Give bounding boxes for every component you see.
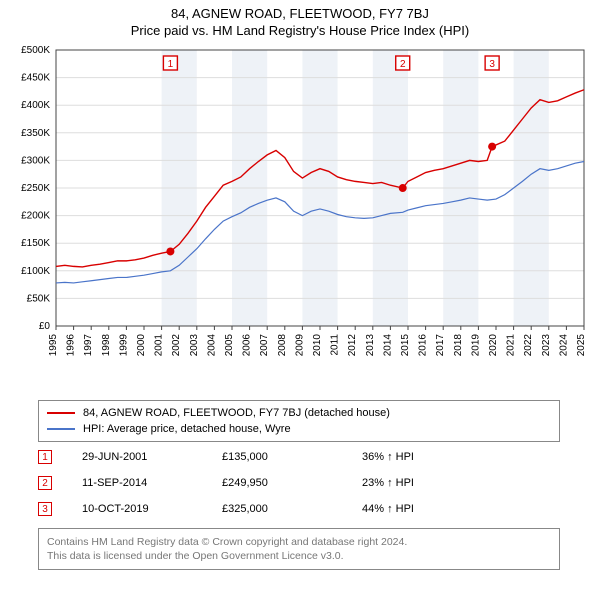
legend-label: HPI: Average price, detached house, Wyre [83, 423, 291, 435]
svg-text:2023: 2023 [541, 334, 552, 357]
svg-text:2022: 2022 [523, 334, 534, 357]
svg-text:2012: 2012 [347, 334, 358, 357]
sale-marker-icon: 2 [38, 476, 52, 490]
sale-price: £249,950 [222, 477, 362, 489]
sale-diff: 23% ↑ HPI [362, 477, 502, 489]
svg-text:1996: 1996 [66, 334, 77, 357]
table-row: 3 10-OCT-2019 £325,000 44% ↑ HPI [38, 496, 560, 522]
svg-text:2002: 2002 [171, 334, 182, 357]
svg-text:2: 2 [400, 59, 406, 70]
svg-text:2017: 2017 [435, 334, 446, 357]
table-row: 1 29-JUN-2001 £135,000 36% ↑ HPI [38, 444, 560, 470]
svg-text:2016: 2016 [418, 334, 429, 357]
svg-text:£200K: £200K [21, 211, 50, 222]
svg-text:2005: 2005 [224, 334, 235, 357]
sales-table: 1 29-JUN-2001 £135,000 36% ↑ HPI 2 11-SE… [38, 444, 560, 522]
chart-area: £0 £50K £100K £150K £200K £250K £300K £350K £400… [8, 44, 592, 384]
svg-text:2013: 2013 [365, 334, 376, 357]
svg-text:£50K: £50K [27, 293, 51, 304]
svg-text:2025: 2025 [576, 334, 587, 357]
attribution-line: This data is licensed under the Open Gov… [47, 549, 551, 563]
sale-date: 10-OCT-2019 [82, 503, 222, 515]
svg-text:2015: 2015 [400, 334, 411, 357]
line-chart: £0 £50K £100K £150K £200K £250K £300K £350K £400… [8, 44, 592, 384]
legend-swatch [47, 428, 75, 430]
svg-text:2009: 2009 [294, 334, 305, 357]
svg-text:2000: 2000 [136, 334, 147, 357]
title-subtitle: Price paid vs. HM Land Registry's House … [0, 23, 600, 38]
attribution-line: Contains HM Land Registry data © Crown c… [47, 535, 551, 549]
svg-text:2021: 2021 [506, 334, 517, 357]
svg-text:2010: 2010 [312, 334, 323, 357]
legend-swatch [47, 412, 75, 414]
svg-text:£250K: £250K [21, 183, 50, 194]
legend-label: 84, AGNEW ROAD, FLEETWOOD, FY7 7BJ (deta… [83, 407, 390, 419]
svg-text:2007: 2007 [259, 334, 270, 357]
legend: 84, AGNEW ROAD, FLEETWOOD, FY7 7BJ (deta… [38, 400, 560, 442]
title-block: 84, AGNEW ROAD, FLEETWOOD, FY7 7BJ Price… [0, 0, 600, 38]
sale-price: £135,000 [222, 451, 362, 463]
svg-text:2001: 2001 [154, 334, 165, 357]
svg-text:1998: 1998 [101, 334, 112, 357]
svg-text:1999: 1999 [118, 334, 129, 357]
sale-price: £325,000 [222, 503, 362, 515]
svg-text:£500K: £500K [21, 45, 50, 56]
svg-text:2020: 2020 [488, 334, 499, 357]
svg-text:£450K: £450K [21, 73, 50, 84]
svg-text:2014: 2014 [382, 334, 393, 357]
sale-date: 11-SEP-2014 [82, 477, 222, 489]
svg-text:£150K: £150K [21, 238, 50, 249]
legend-item: HPI: Average price, detached house, Wyre [47, 421, 551, 437]
svg-text:1995: 1995 [48, 334, 59, 357]
svg-text:£100K: £100K [21, 266, 50, 277]
svg-text:2006: 2006 [242, 334, 253, 357]
title-address: 84, AGNEW ROAD, FLEETWOOD, FY7 7BJ [0, 6, 600, 21]
svg-text:2024: 2024 [558, 334, 569, 357]
svg-text:3: 3 [489, 59, 495, 70]
svg-text:2018: 2018 [453, 334, 464, 357]
svg-text:£350K: £350K [21, 128, 50, 139]
svg-text:2008: 2008 [277, 334, 288, 357]
sale-diff: 44% ↑ HPI [362, 503, 502, 515]
svg-text:2004: 2004 [206, 334, 217, 357]
sale-diff: 36% ↑ HPI [362, 451, 502, 463]
svg-text:2011: 2011 [330, 334, 341, 356]
svg-text:£300K: £300K [21, 155, 50, 166]
svg-text:£400K: £400K [21, 100, 50, 111]
attribution-box: Contains HM Land Registry data © Crown c… [38, 528, 560, 570]
table-row: 2 11-SEP-2014 £249,950 23% ↑ HPI [38, 470, 560, 496]
legend-item: 84, AGNEW ROAD, FLEETWOOD, FY7 7BJ (deta… [47, 405, 551, 421]
sale-marker-icon: 1 [38, 450, 52, 464]
chart-container: 84, AGNEW ROAD, FLEETWOOD, FY7 7BJ Price… [0, 0, 600, 590]
svg-text:1: 1 [168, 59, 174, 70]
svg-text:1997: 1997 [83, 334, 94, 357]
sale-date: 29-JUN-2001 [82, 451, 222, 463]
sale-marker-icon: 3 [38, 502, 52, 516]
svg-text:2003: 2003 [189, 334, 200, 357]
svg-text:£0: £0 [39, 321, 51, 332]
svg-text:2019: 2019 [470, 334, 481, 357]
